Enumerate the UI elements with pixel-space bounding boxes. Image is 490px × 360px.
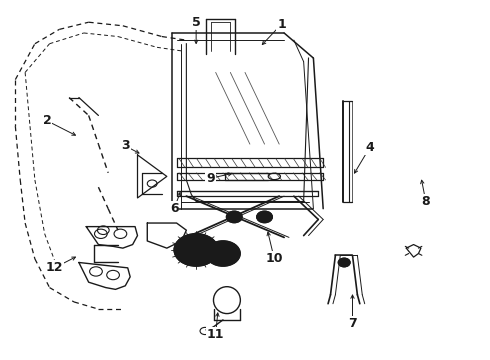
Text: 11: 11 bbox=[207, 328, 224, 341]
Circle shape bbox=[262, 215, 267, 219]
Text: 10: 10 bbox=[266, 252, 283, 265]
Text: 12: 12 bbox=[46, 261, 63, 274]
Text: 1: 1 bbox=[277, 18, 286, 31]
Circle shape bbox=[191, 246, 201, 253]
Circle shape bbox=[226, 211, 242, 223]
Text: 3: 3 bbox=[121, 139, 129, 152]
Text: 6: 6 bbox=[170, 202, 178, 215]
Text: 9: 9 bbox=[206, 172, 215, 185]
Circle shape bbox=[206, 241, 240, 266]
Circle shape bbox=[220, 251, 226, 256]
Text: 5: 5 bbox=[192, 16, 200, 29]
Text: 8: 8 bbox=[421, 195, 430, 208]
Circle shape bbox=[232, 215, 237, 219]
Circle shape bbox=[174, 234, 218, 266]
Circle shape bbox=[342, 261, 346, 264]
Circle shape bbox=[338, 258, 350, 267]
Text: 2: 2 bbox=[43, 114, 51, 127]
Circle shape bbox=[257, 211, 272, 223]
Text: 7: 7 bbox=[348, 317, 357, 330]
Text: 4: 4 bbox=[365, 141, 374, 154]
